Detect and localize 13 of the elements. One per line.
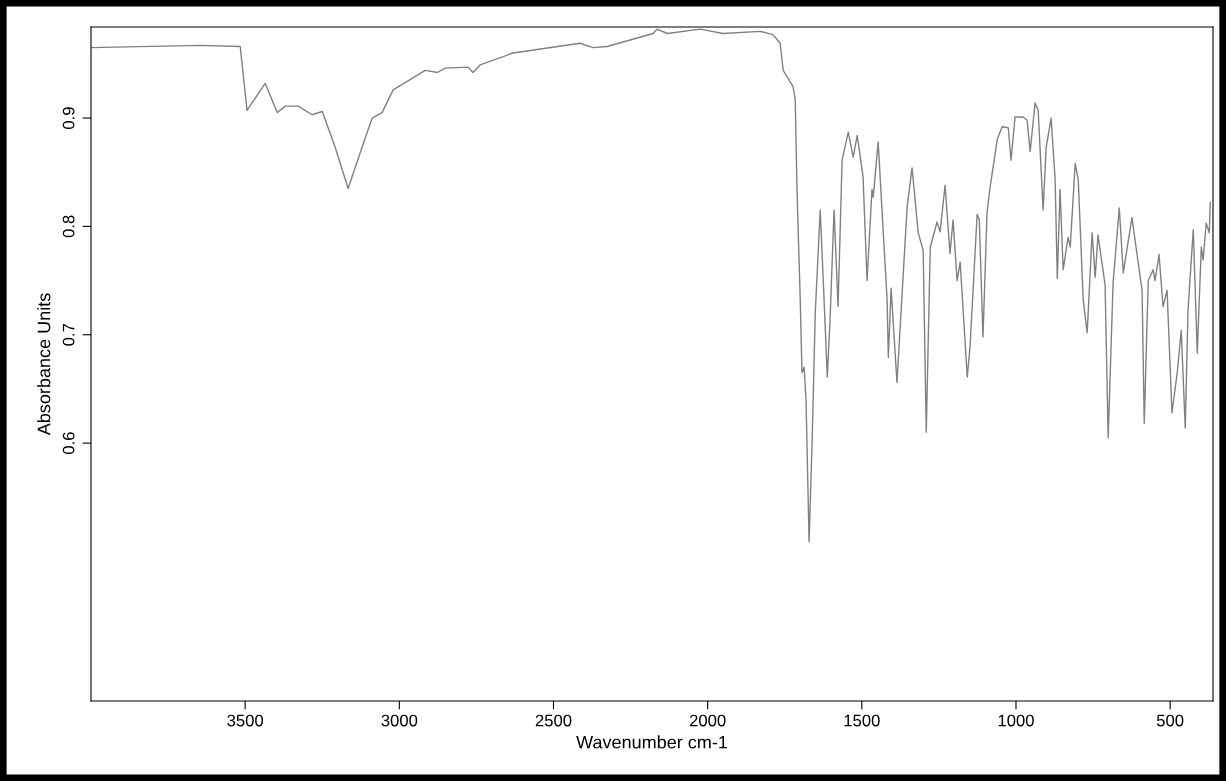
x-tick-label: 2000 xyxy=(689,714,726,727)
x-tick-label: 1500 xyxy=(844,714,880,727)
x-tick-label: 1000 xyxy=(998,714,1034,727)
y-tick-label: 0.9 xyxy=(62,107,75,129)
y-axis-title: Absorbance Units xyxy=(37,293,51,436)
x-tick-label: 3500 xyxy=(227,714,264,727)
y-tick-label: 0.8 xyxy=(62,215,75,238)
x-tick-label: 500 xyxy=(1156,714,1184,727)
x-axis-title: Wavenumber cm-1 xyxy=(576,735,728,749)
x-tick-label: 2500 xyxy=(535,714,572,727)
y-tick-label: 0.6 xyxy=(62,432,75,455)
y-tick-label: 0.7 xyxy=(62,323,75,346)
x-tick-label: 3000 xyxy=(381,714,418,727)
